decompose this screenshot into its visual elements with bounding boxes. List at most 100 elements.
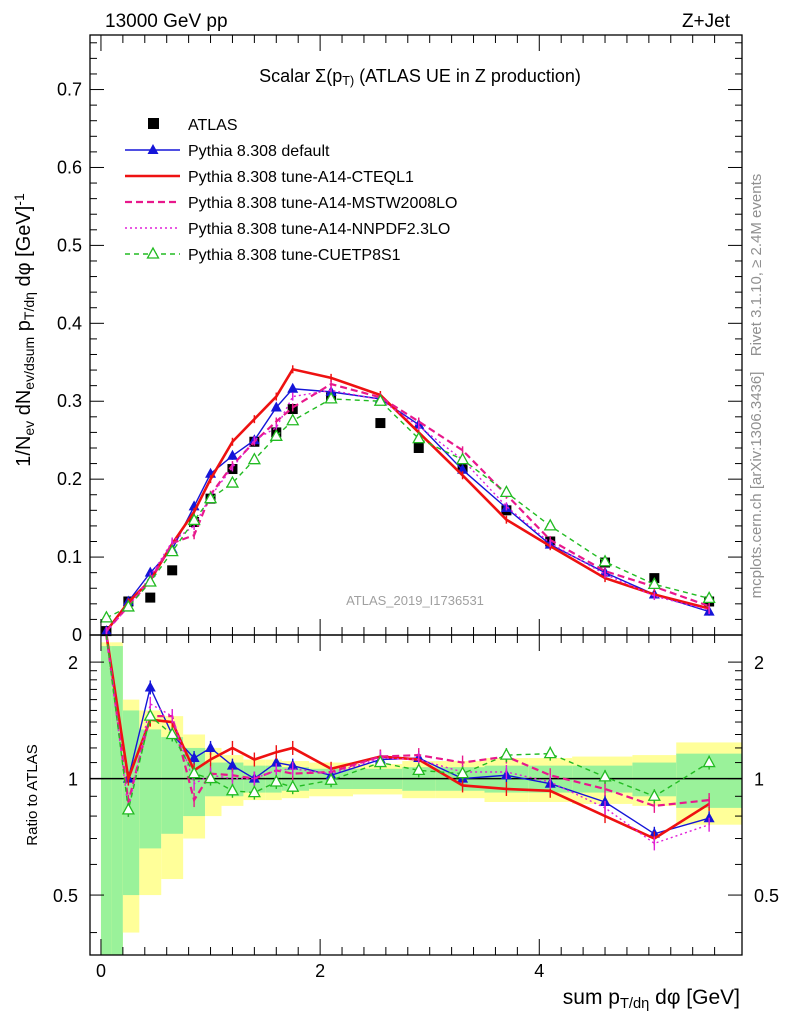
open-triangle-marker — [702, 755, 716, 768]
green-band — [139, 729, 162, 849]
ratio-panel-frame — [89, 634, 743, 956]
triangle-marker — [270, 756, 282, 767]
open-triangle-marker — [373, 755, 387, 768]
open-triangle-marker — [143, 574, 157, 587]
chart-title: Scalar Σ(pT) (ATLAS UE in Z production) — [259, 66, 581, 88]
legend-label: ATLAS — [188, 117, 238, 134]
open-triangle-marker — [499, 485, 514, 498]
open-triangle-marker — [143, 708, 157, 721]
ratio-y-tick-label: 1 — [68, 770, 78, 790]
x-axis-label: sum pT/dη dφ [GeV] — [563, 986, 740, 1012]
open-triangle-marker — [702, 591, 716, 604]
rivet-label: Rivet 3.1.10, ≥ 2.4M events — [748, 174, 765, 357]
open-triangle-marker — [412, 763, 426, 776]
y-tick-label: 0 — [72, 625, 82, 645]
x-tick-label: 0 — [96, 961, 106, 981]
ratio-y-tick-label-right: 1 — [754, 770, 764, 790]
open-triangle-marker — [286, 413, 300, 426]
data-point — [167, 565, 178, 576]
data-point — [375, 418, 386, 429]
y-tick-label: 0.1 — [57, 547, 82, 567]
ratio-y-tick-label: 0.5 — [53, 886, 78, 906]
open-triangle-marker — [203, 771, 218, 784]
y-axis-label: 1/Nev dNev/dsum pT/dη dφ [GeV]-1 — [11, 193, 36, 467]
y-tick-label: 0.7 — [57, 80, 82, 100]
open-triangle-marker — [286, 779, 300, 792]
triangle-marker — [226, 759, 238, 770]
data-point — [145, 592, 156, 603]
chart-axes: 0 0.1 0.2 0.3 0.4 0.5 0.6 0.7 0.5 0.5 1 1 2 2 0 2 4 — [53, 34, 779, 981]
y-tick-label: 0.5 — [57, 235, 82, 255]
ratio-uncertainty-bands — [90, 642, 742, 955]
mcplots-label: mcplots.cern.ch [arXiv:1306.3436] — [748, 372, 765, 599]
triangle-marker — [147, 144, 159, 154]
legend-label: Pythia 8.308 tune-A14-CTEQL1 — [188, 169, 414, 186]
legend-entry: Pythia 8.308 default — [125, 143, 330, 160]
x-tick-label: 4 — [534, 961, 544, 981]
open-triangle-marker — [598, 554, 612, 567]
open-triangle-marker — [225, 783, 240, 796]
green-band — [111, 646, 123, 955]
legend-square-marker — [148, 118, 159, 129]
ratio-y-axis-label: Ratio to ATLAS — [24, 744, 41, 845]
open-triangle-marker — [598, 769, 612, 782]
legend-entry: Pythia 8.308 tune-A14-MSTW2008LO — [125, 195, 457, 212]
triangle-marker — [226, 449, 238, 460]
x-tick-label: 2 — [315, 961, 325, 981]
legend-label: Pythia 8.308 tune-A14-NNPDF2.3LO — [188, 221, 450, 238]
open-triangle-marker — [412, 431, 426, 444]
open-triangle-marker — [647, 577, 661, 590]
open-triangle-marker — [203, 491, 218, 504]
legend-label: Pythia 8.308 default — [188, 143, 330, 160]
open-triangle-marker — [455, 766, 470, 779]
legend-entry: ATLAS — [148, 117, 238, 134]
y-tick-label: 0.4 — [57, 313, 82, 333]
open-triangle-marker — [121, 599, 135, 612]
legend-entry: Pythia 8.308 tune-A14-CTEQL1 — [125, 169, 414, 186]
ratio-y-tick-label: 2 — [68, 653, 78, 673]
legend-label: Pythia 8.308 tune-A14-MSTW2008LO — [188, 195, 457, 212]
legend-entry: Pythia 8.308 tune-A14-NNPDF2.3LO — [125, 221, 450, 238]
open-triangle-marker — [121, 802, 135, 815]
open-triangle-marker — [165, 727, 179, 740]
open-triangle-marker — [187, 766, 201, 779]
legend-label: Pythia 8.308 tune-CUETP8S1 — [188, 247, 401, 264]
ratio-pythia-8-308-tune-cuetp8s1 — [105, 634, 716, 817]
open-triangle-marker — [247, 785, 261, 798]
legend-entry: Pythia 8.308 tune-CUETP8S1 — [125, 246, 401, 264]
open-triangle-marker — [187, 513, 201, 526]
series-pythia-8-308-tune-cuetp8s1 — [99, 391, 716, 623]
watermark: ATLAS_2019_I1736531 — [346, 593, 484, 608]
open-triangle-marker — [269, 428, 283, 441]
triangle-marker — [188, 752, 200, 763]
triangle-marker — [144, 681, 156, 692]
open-triangle-marker — [99, 610, 114, 623]
open-triangle-marker — [499, 747, 514, 760]
triangle-marker — [287, 382, 299, 393]
open-triangle-marker — [324, 772, 338, 785]
header-right: Z+Jet — [682, 11, 731, 32]
open-triangle-marker — [225, 475, 240, 488]
ratio-y-tick-label-right: 0.5 — [754, 886, 779, 906]
open-triangle-marker — [269, 774, 283, 787]
legend: ATLAS Pythia 8.308 default Pythia 8.308 tu… — [125, 117, 457, 264]
open-triangle-marker — [247, 452, 261, 465]
y-tick-label: 0.6 — [57, 157, 82, 177]
header-left: 13000 GeV pp — [105, 11, 228, 32]
ratio-y-tick-label-right: 2 — [754, 653, 764, 673]
y-tick-label: 0.3 — [57, 391, 82, 411]
open-triangle-marker — [543, 746, 557, 759]
open-triangle-marker — [373, 393, 387, 406]
y-tick-label: 0.2 — [57, 469, 82, 489]
open-triangle-marker — [165, 544, 179, 557]
open-triangle-marker — [543, 518, 557, 531]
data-series — [99, 365, 716, 851]
green-band — [100, 646, 112, 955]
triangle-marker — [205, 741, 217, 752]
triangle-marker — [703, 812, 715, 823]
open-triangle-marker — [324, 391, 338, 404]
green-band — [161, 737, 184, 834]
data-point — [413, 442, 424, 453]
green-band — [122, 710, 140, 896]
